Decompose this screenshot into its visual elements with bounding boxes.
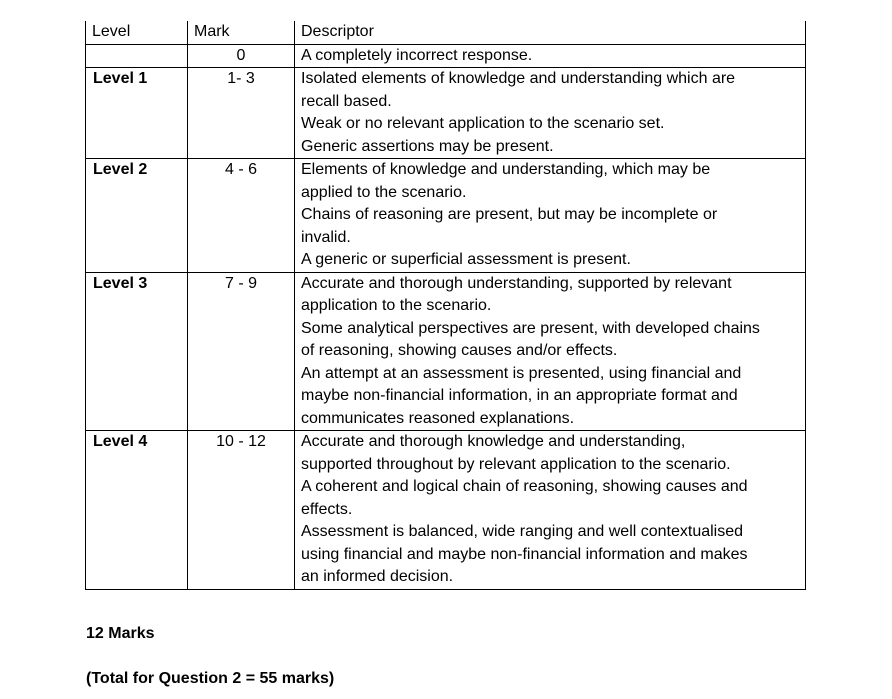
descriptor-cell: Elements of knowledge and understanding,… bbox=[294, 158, 806, 273]
header-descriptor: Descriptor bbox=[294, 21, 806, 45]
mark-cell: 1- 3 bbox=[187, 67, 295, 159]
descriptor-line: an informed decision. bbox=[301, 568, 454, 585]
descriptor-line: supported throughout by relevant applica… bbox=[301, 455, 731, 473]
descriptor-line: Weak or no relevant application to the s… bbox=[301, 115, 665, 132]
mark-cell: 0 bbox=[187, 43, 295, 68]
descriptor-cell: A completely incorrect response. bbox=[294, 43, 806, 68]
descriptor-line: A generic or superficial assessment is p… bbox=[301, 251, 631, 268]
mark-scheme-table: Level Mark Descriptor 0 A completely inco… bbox=[85, 21, 806, 590]
descriptor-line: Elements of knowledge and understanding,… bbox=[301, 161, 711, 178]
mark-cell: 10 - 12 bbox=[187, 430, 295, 590]
table-row: 0 A completely incorrect response. bbox=[85, 43, 806, 68]
descriptor-line: Some analytical perspectives are present… bbox=[301, 319, 760, 337]
descriptor-line: An attempt at an assessment is presented… bbox=[301, 364, 742, 382]
level-cell: Level 1 bbox=[85, 67, 188, 159]
level-cell: Level 2 bbox=[85, 158, 188, 273]
table-row: Level 4 10 - 12 Accurate and thorough know… bbox=[85, 430, 806, 590]
table-row: Level 1 1- 3 Isolated elements of knowledg… bbox=[85, 67, 806, 159]
descriptor-line: invalid. bbox=[301, 228, 351, 246]
descriptor-cell: Isolated elements of knowledge and under… bbox=[294, 67, 806, 159]
header-row: Level Mark Descriptor bbox=[85, 21, 806, 45]
descriptor-line: recall based. bbox=[301, 92, 392, 110]
level-cell: Level 3 bbox=[85, 271, 188, 431]
descriptor-line: communicates reasoned explanations. bbox=[301, 409, 575, 427]
descriptor-line: applied to the scenario. bbox=[301, 183, 467, 201]
descriptor-line: Generic assertions may be present. bbox=[301, 137, 554, 155]
descriptor-line: Isolated elements of knowledge and under… bbox=[301, 70, 736, 87]
header-mark: Mark bbox=[187, 21, 295, 45]
descriptor-line: effects. bbox=[301, 500, 353, 518]
descriptor-line: using financial and maybe non-financial … bbox=[301, 545, 748, 563]
question-total: (Total for Question 2 = 55 marks) bbox=[86, 670, 335, 687]
descriptor-line: A coherent and logical chain of reasonin… bbox=[301, 478, 748, 495]
descriptor-line: A completely incorrect response. bbox=[301, 46, 533, 64]
mark-cell: 7 - 9 bbox=[187, 271, 295, 431]
level-cell bbox=[85, 43, 188, 68]
descriptor-line: Accurate and thorough understanding, sup… bbox=[301, 274, 732, 292]
descriptor-cell: Accurate and thorough knowledge and unde… bbox=[294, 430, 806, 590]
descriptor-line: application to the scenario. bbox=[301, 297, 492, 314]
descriptor-cell: Accurate and thorough understanding, sup… bbox=[294, 271, 806, 431]
descriptor-line: maybe non-financial information, in an a… bbox=[301, 387, 738, 404]
descriptor-line: of reasoning, showing causes and/or effe… bbox=[301, 342, 618, 359]
mark-cell: 4 - 6 bbox=[187, 158, 295, 273]
marks-total: 12 Marks bbox=[86, 625, 155, 642]
header-level: Level bbox=[85, 21, 188, 45]
descriptor-line: Assessment is balanced, wide ranging and… bbox=[301, 523, 744, 540]
descriptor-line: Accurate and thorough knowledge and unde… bbox=[301, 433, 686, 450]
descriptor-line: Chains of reasoning are present, but may… bbox=[301, 206, 718, 223]
level-cell: Level 4 bbox=[85, 430, 188, 590]
